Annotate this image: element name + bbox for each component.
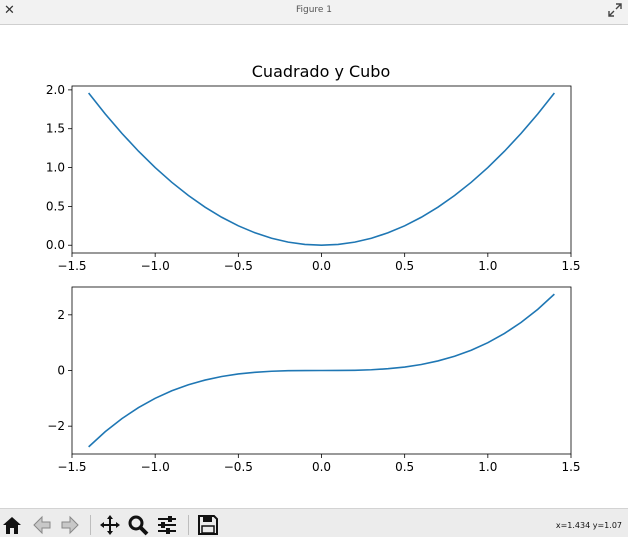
y-tick-label: 2 bbox=[57, 308, 65, 322]
navigation-toolbar: x=1.434 y=1.07 bbox=[0, 508, 628, 537]
y-tick-label: 1.0 bbox=[46, 161, 65, 175]
pan-icon[interactable] bbox=[98, 513, 122, 537]
x-tick-label: −1.5 bbox=[57, 259, 86, 273]
y-tick-label: 0 bbox=[57, 364, 65, 378]
toolbar-separator bbox=[188, 515, 189, 535]
x-tick-label: 0.5 bbox=[395, 259, 414, 273]
x-tick-label: 0.5 bbox=[395, 460, 414, 474]
forward-icon[interactable] bbox=[58, 513, 82, 537]
axes-frame bbox=[71, 85, 572, 254]
back-icon[interactable] bbox=[30, 513, 54, 537]
y-tick-label: 0.5 bbox=[46, 199, 65, 213]
series-line-cube bbox=[88, 293, 555, 448]
axes-cube: −1.5 −1.0 −0.5 0.0 0.5 1.0 1.5 −2 0 2 bbox=[47, 286, 581, 474]
x-tick-label: 1.0 bbox=[478, 259, 497, 273]
x-tick-label: −0.5 bbox=[224, 460, 253, 474]
y-tick-label: −2 bbox=[47, 419, 65, 433]
close-icon[interactable]: ✕ bbox=[4, 3, 15, 18]
x-tick-label: 0.0 bbox=[312, 460, 331, 474]
save-icon[interactable] bbox=[196, 513, 220, 537]
configure-subplots-icon[interactable] bbox=[155, 513, 179, 537]
home-icon[interactable] bbox=[0, 513, 24, 537]
cursor-coordinates: x=1.434 y=1.07 bbox=[555, 521, 622, 530]
maximize-icon[interactable] bbox=[608, 3, 622, 17]
x-tick-label: −1.5 bbox=[57, 460, 86, 474]
x-tick-label: −0.5 bbox=[224, 259, 253, 273]
x-tick-label: 1.5 bbox=[561, 259, 580, 273]
zoom-icon[interactable] bbox=[126, 513, 150, 537]
x-tick-label: 1.5 bbox=[561, 460, 580, 474]
window-titlebar: ✕ Figure 1 bbox=[0, 0, 628, 25]
series-line-square bbox=[88, 92, 555, 247]
figure-canvas: Cuadrado y Cubo −1.5 −1.0 −0.5 0.0 0.5 1.0 1.5… bbox=[46, 62, 581, 474]
y-tick-label: 0.0 bbox=[46, 238, 65, 252]
x-tick-label: 1.0 bbox=[478, 460, 497, 474]
x-tick-label: 0.0 bbox=[312, 259, 331, 273]
toolbar-separator bbox=[90, 515, 91, 535]
x-tick-label: −1.0 bbox=[141, 259, 170, 273]
axes-square: −1.5 −1.0 −0.5 0.0 0.5 1.0 1.5 0.0 0.5 1.0 1.5 2.0 bbox=[46, 83, 581, 273]
figure-title: Cuadrado y Cubo bbox=[252, 62, 391, 81]
window-title: Figure 1 bbox=[295, 5, 333, 15]
x-tick-label: −1.0 bbox=[141, 460, 170, 474]
y-tick-label: 2.0 bbox=[46, 83, 65, 97]
y-tick-label: 1.5 bbox=[46, 122, 65, 136]
